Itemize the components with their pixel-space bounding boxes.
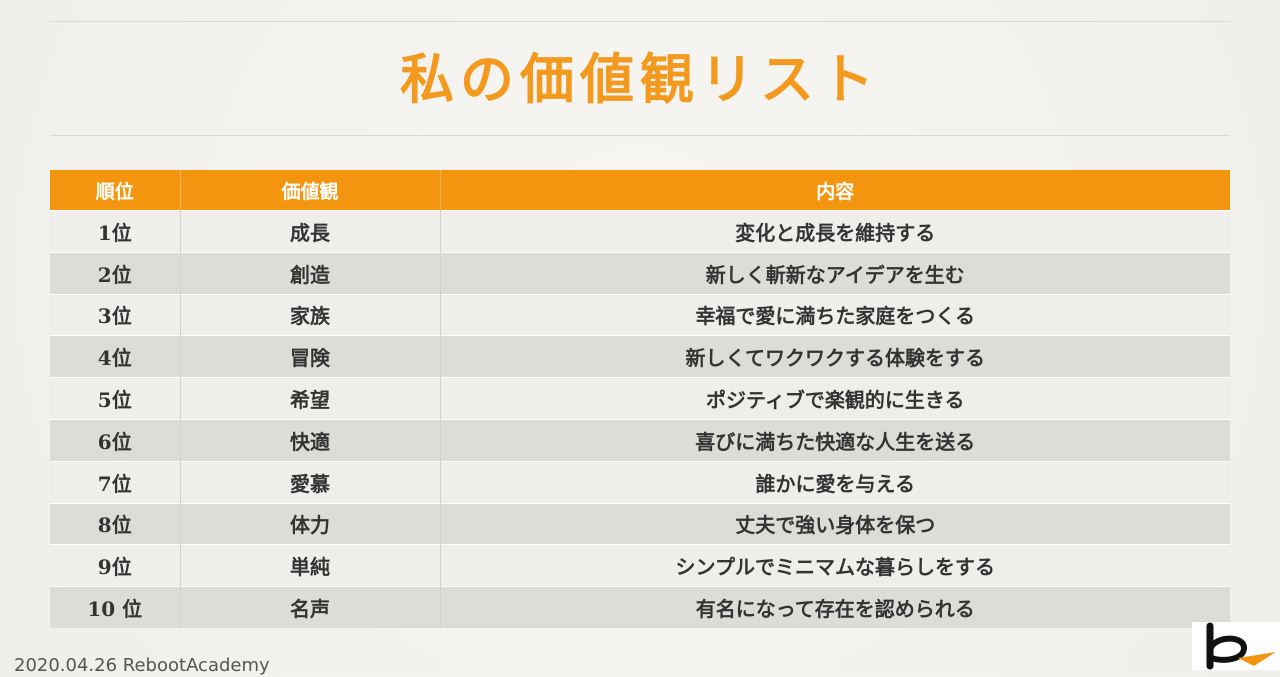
value-cell: 体力 [180, 502, 441, 545]
value-cell: 単純 [180, 544, 441, 587]
description-cell: 幸福で愛に満ちた家庭をつくる [440, 293, 1230, 336]
top-divider [50, 21, 1230, 22]
header-description: 内容 [440, 170, 1230, 211]
description-cell: シンプルでミニマムな暮らしをする [440, 544, 1230, 587]
rank-cell: 4位 [50, 335, 181, 378]
description-cell: ポジティブで楽観的に生きる [440, 377, 1230, 420]
value-cell: 希望 [180, 377, 441, 420]
value-cell: 成長 [180, 210, 441, 253]
rank-cell: 7位 [50, 460, 181, 504]
table-row: 1位 成長 変化と成長を維持する [50, 210, 1230, 253]
table-row: 6位 快適 喜びに満ちた快適な人生を送る [50, 418, 1230, 462]
rank-cell: 10 位 [50, 586, 181, 628]
rank-cell: 5位 [50, 377, 181, 420]
rank-cell: 1位 [50, 210, 181, 253]
table-row: 5位 希望 ポジティブで楽観的に生きる [50, 377, 1230, 420]
value-cell: 創造 [180, 251, 441, 295]
header-rank: 順位 [50, 170, 181, 211]
value-cell: 快適 [180, 418, 441, 462]
table-row: 7位 愛慕 誰かに愛を与える [50, 460, 1230, 504]
table-row: 2位 創造 新しく斬新なアイデアを生む [50, 251, 1230, 295]
table-row: 9位 単純 シンプルでミニマムな暮らしをする [50, 544, 1230, 587]
brand-logo-mark [1206, 622, 1276, 670]
description-cell: 喜びに満ちた快適な人生を送る [440, 418, 1230, 462]
table-header-row: 順位 価値観 内容 [50, 170, 1230, 211]
table-row: 10 位 名声 有名になって存在を認められる [50, 586, 1230, 628]
description-cell: 新しくてワクワクする体験をする [440, 335, 1230, 378]
rank-cell: 3位 [50, 293, 181, 336]
header-value: 価値観 [180, 170, 441, 211]
rank-cell: 6位 [50, 418, 181, 462]
title-divider [50, 135, 1230, 136]
rank-cell: 8位 [50, 502, 181, 545]
description-cell: 新しく斬新なアイデアを生む [440, 251, 1230, 295]
values-table: 順位 価値観 内容 1位 成長 変化と成長を維持する 2位 創造 新しく斬新なア… [50, 170, 1230, 628]
table-row: 8位 体力 丈夫で強い身体を保つ [50, 502, 1230, 545]
value-cell: 家族 [180, 293, 441, 336]
description-cell: 変化と成長を維持する [440, 210, 1230, 253]
brand-logo [1192, 622, 1280, 670]
footer-date-label: 2020.04.26 RebootAcademy [14, 655, 270, 676]
table-row: 3位 家族 幸福で愛に満ちた家庭をつくる [50, 293, 1230, 336]
rank-cell: 9位 [50, 544, 181, 587]
value-cell: 名声 [180, 586, 441, 628]
value-cell: 愛慕 [180, 460, 441, 504]
rank-cell: 2位 [50, 251, 181, 295]
page-title: 私の価値観リスト [400, 48, 880, 111]
value-cell: 冒険 [180, 335, 441, 378]
description-cell: 誰かに愛を与える [440, 460, 1230, 504]
table-row: 4位 冒険 新しくてワクワクする体験をする [50, 335, 1230, 378]
description-cell: 有名になって存在を認められる [440, 586, 1230, 628]
description-cell: 丈夫で強い身体を保つ [440, 502, 1230, 545]
